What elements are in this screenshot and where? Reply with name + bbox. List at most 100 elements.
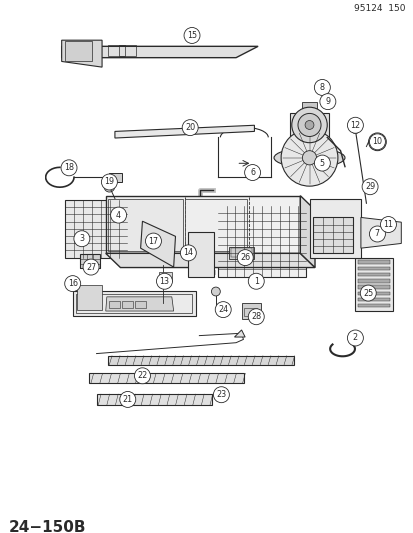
Bar <box>244 308 256 317</box>
Bar <box>217 206 306 277</box>
Bar <box>80 254 99 269</box>
Text: 20: 20 <box>185 123 195 132</box>
Circle shape <box>74 231 90 247</box>
Bar <box>357 273 389 277</box>
Text: 22: 22 <box>137 372 147 380</box>
Polygon shape <box>105 196 299 253</box>
Bar <box>230 248 251 257</box>
Circle shape <box>213 387 229 403</box>
Polygon shape <box>62 40 102 67</box>
Text: 23: 23 <box>216 390 226 399</box>
Bar <box>312 217 352 253</box>
Circle shape <box>215 302 230 318</box>
Circle shape <box>184 28 199 43</box>
Circle shape <box>101 174 117 190</box>
Bar <box>357 304 389 308</box>
Text: 13: 13 <box>159 277 169 286</box>
Text: 19: 19 <box>104 177 114 187</box>
Ellipse shape <box>273 148 344 167</box>
Polygon shape <box>140 221 175 267</box>
Text: 3: 3 <box>79 234 84 243</box>
Polygon shape <box>309 198 360 257</box>
Circle shape <box>297 114 320 136</box>
Circle shape <box>248 309 263 325</box>
Text: 26: 26 <box>240 253 250 262</box>
Bar <box>357 261 389 264</box>
Polygon shape <box>115 125 254 138</box>
Text: 9: 9 <box>325 97 330 106</box>
Text: 16: 16 <box>68 279 78 288</box>
Bar <box>228 247 253 259</box>
Text: 29: 29 <box>364 182 374 191</box>
Text: 21: 21 <box>122 395 133 404</box>
Circle shape <box>359 285 375 301</box>
Text: 4: 4 <box>116 211 121 220</box>
Circle shape <box>110 207 126 223</box>
Bar <box>65 41 92 61</box>
Circle shape <box>83 259 99 275</box>
Text: 11: 11 <box>382 220 392 229</box>
Text: 7: 7 <box>374 230 379 238</box>
Circle shape <box>182 119 198 135</box>
Bar <box>357 266 389 270</box>
Polygon shape <box>159 272 171 281</box>
Text: 6: 6 <box>249 168 254 177</box>
Circle shape <box>319 94 335 110</box>
Circle shape <box>119 391 135 407</box>
Circle shape <box>368 134 385 150</box>
Text: 28: 28 <box>251 312 261 321</box>
Polygon shape <box>299 196 314 268</box>
Circle shape <box>180 245 196 261</box>
Bar <box>107 45 125 56</box>
Text: 2: 2 <box>352 334 357 343</box>
Text: 14: 14 <box>183 248 193 257</box>
Bar <box>357 285 389 289</box>
Bar <box>109 173 121 182</box>
Bar <box>65 200 127 257</box>
Bar <box>241 303 261 319</box>
Circle shape <box>301 151 316 165</box>
Bar <box>135 301 145 308</box>
Circle shape <box>351 126 358 134</box>
Polygon shape <box>105 253 314 268</box>
Circle shape <box>304 120 313 130</box>
Circle shape <box>64 276 81 292</box>
Polygon shape <box>62 46 257 58</box>
Text: 27: 27 <box>86 263 96 272</box>
Text: 25: 25 <box>362 288 373 297</box>
Circle shape <box>244 165 260 181</box>
Circle shape <box>313 155 330 171</box>
Bar <box>96 394 211 405</box>
Circle shape <box>248 273 263 289</box>
Circle shape <box>211 287 220 296</box>
Polygon shape <box>105 297 173 311</box>
Polygon shape <box>234 330 244 337</box>
Bar <box>357 298 389 301</box>
Text: 1: 1 <box>253 277 258 286</box>
Circle shape <box>347 330 363 346</box>
Bar <box>118 45 136 56</box>
Circle shape <box>280 130 337 186</box>
Circle shape <box>361 179 377 195</box>
Bar <box>80 254 99 269</box>
Bar <box>109 301 120 308</box>
Circle shape <box>104 181 114 192</box>
Bar <box>354 258 392 311</box>
Circle shape <box>134 368 150 384</box>
Circle shape <box>145 233 161 249</box>
Bar <box>89 373 244 383</box>
Bar <box>301 102 316 112</box>
Circle shape <box>380 216 396 232</box>
Text: 18: 18 <box>64 163 74 172</box>
Bar <box>77 285 102 310</box>
Text: 24−150B: 24−150B <box>8 520 85 533</box>
Bar <box>107 356 293 365</box>
Bar <box>289 112 328 138</box>
Circle shape <box>291 107 326 143</box>
Text: 15: 15 <box>187 31 197 40</box>
Polygon shape <box>184 198 247 251</box>
Polygon shape <box>107 198 183 251</box>
Text: 24: 24 <box>218 305 228 314</box>
Circle shape <box>368 226 385 242</box>
Circle shape <box>237 249 253 265</box>
